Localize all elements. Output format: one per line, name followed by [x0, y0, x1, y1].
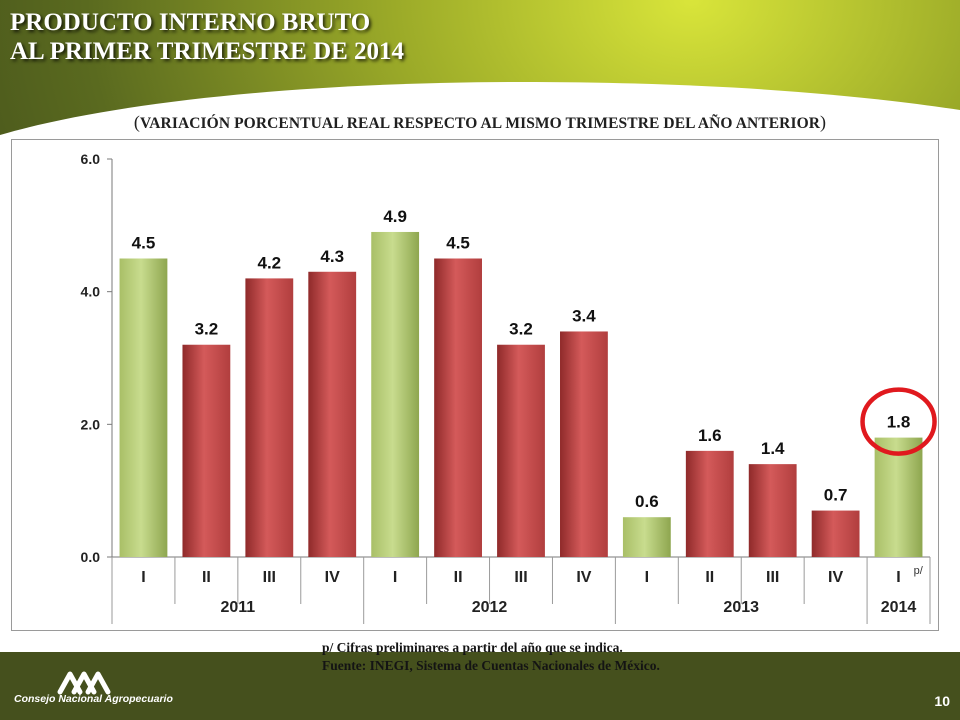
subtitle-open-paren: (: [133, 112, 140, 132]
y-tick-label: 2.0: [81, 416, 101, 432]
bar-9: [622, 517, 671, 557]
x-tick-label-11: III: [766, 569, 779, 586]
x-tick-label-1: I: [141, 569, 145, 586]
bar-10: [685, 450, 734, 557]
footnote-preliminary: p/ Cifras preliminares a partir del año …: [322, 640, 623, 655]
y-tick-label: 0.0: [81, 549, 101, 565]
slide-title: PRODUCTO INTERNO BRUTO AL PRIMER TRIMEST…: [10, 8, 404, 66]
year-group-label-2013: 2013: [723, 599, 759, 616]
preliminary-mark: p/: [914, 565, 924, 577]
footnote-source: Fuente: INEGI, Sistema de Cuentas Nacion…: [322, 658, 660, 673]
cna-logo-icon: [57, 671, 111, 695]
x-tick-label-3: III: [263, 569, 276, 586]
y-tick-label: 6.0: [81, 151, 101, 167]
bar-1: [119, 258, 168, 557]
x-tick-label-10: II: [705, 569, 714, 586]
page-number: 10: [934, 693, 950, 709]
bar-4: [308, 271, 357, 557]
year-group-label-2011: 2011: [220, 599, 255, 616]
bar-12: [811, 510, 860, 557]
footnotes: p/ Cifras preliminares a partir del año …: [322, 639, 660, 675]
data-label-6: 4.5: [446, 234, 470, 253]
bar-13: [874, 437, 923, 557]
y-tick-label: 4.0: [81, 284, 101, 300]
title-line-2: AL PRIMER TRIMESTRE DE 2014: [10, 38, 405, 65]
gdp-bar-chart: 0.0 2.0 4.0 6.0 4.5 3.2 4.2 4.3 4.9 4.5 3.2 3.4 0.6 1…: [81, 151, 937, 624]
data-label-11: 1.4: [761, 439, 785, 458]
bar-8: [560, 331, 608, 557]
x-tick-label-12: IV: [828, 569, 843, 586]
data-label-9: 0.6: [635, 492, 659, 511]
data-label-12: 0.7: [824, 486, 848, 505]
data-label-1: 4.5: [132, 234, 156, 253]
data-label-7: 3.2: [509, 320, 533, 339]
bar-6: [434, 258, 482, 557]
x-tick-label-13: I: [896, 569, 900, 586]
bar-5: [371, 231, 420, 557]
bar-3: [245, 278, 294, 557]
x-tick-label-9: I: [645, 569, 649, 586]
highlight-circle: [860, 387, 937, 456]
year-group-label-2012: 2012: [472, 599, 508, 616]
data-label-8: 3.4: [572, 306, 596, 325]
x-tick-label-5: I: [393, 569, 397, 586]
data-label-10: 1.6: [698, 426, 722, 445]
data-label-13: 1.8: [887, 413, 911, 432]
data-label-3: 4.2: [257, 253, 281, 272]
x-tick-label-2: II: [202, 569, 211, 586]
logo-text: Consejo Nacional Agropecuario: [14, 693, 173, 705]
bar-7: [497, 344, 545, 557]
chart-panel: 0.0 2.0 4.0 6.0 4.5 3.2 4.2 4.3 4.9 4.5 3.2 3.4 0.6 1…: [11, 139, 939, 631]
data-label-2: 3.2: [195, 320, 219, 339]
year-group-label-2014: 2014: [881, 599, 917, 616]
x-tick-label-6: II: [454, 569, 463, 586]
bar-2: [182, 344, 231, 557]
x-tick-label-4: IV: [325, 569, 340, 586]
subtitle-close-paren: ): [820, 112, 827, 132]
x-tick-label-8: IV: [576, 569, 591, 586]
x-tick-label-7: III: [514, 569, 527, 586]
bar-11: [748, 464, 797, 557]
title-line-1: PRODUCTO INTERNO BRUTO: [10, 9, 371, 36]
data-label-5: 4.9: [383, 207, 407, 226]
subtitle-text: VARIACIÓN PORCENTUAL REAL RESPECTO AL MI…: [139, 115, 821, 132]
data-label-4: 4.3: [320, 247, 344, 266]
chart-subtitle: (VARIACIÓN PORCENTUAL REAL RESPECTO AL M…: [0, 112, 960, 133]
